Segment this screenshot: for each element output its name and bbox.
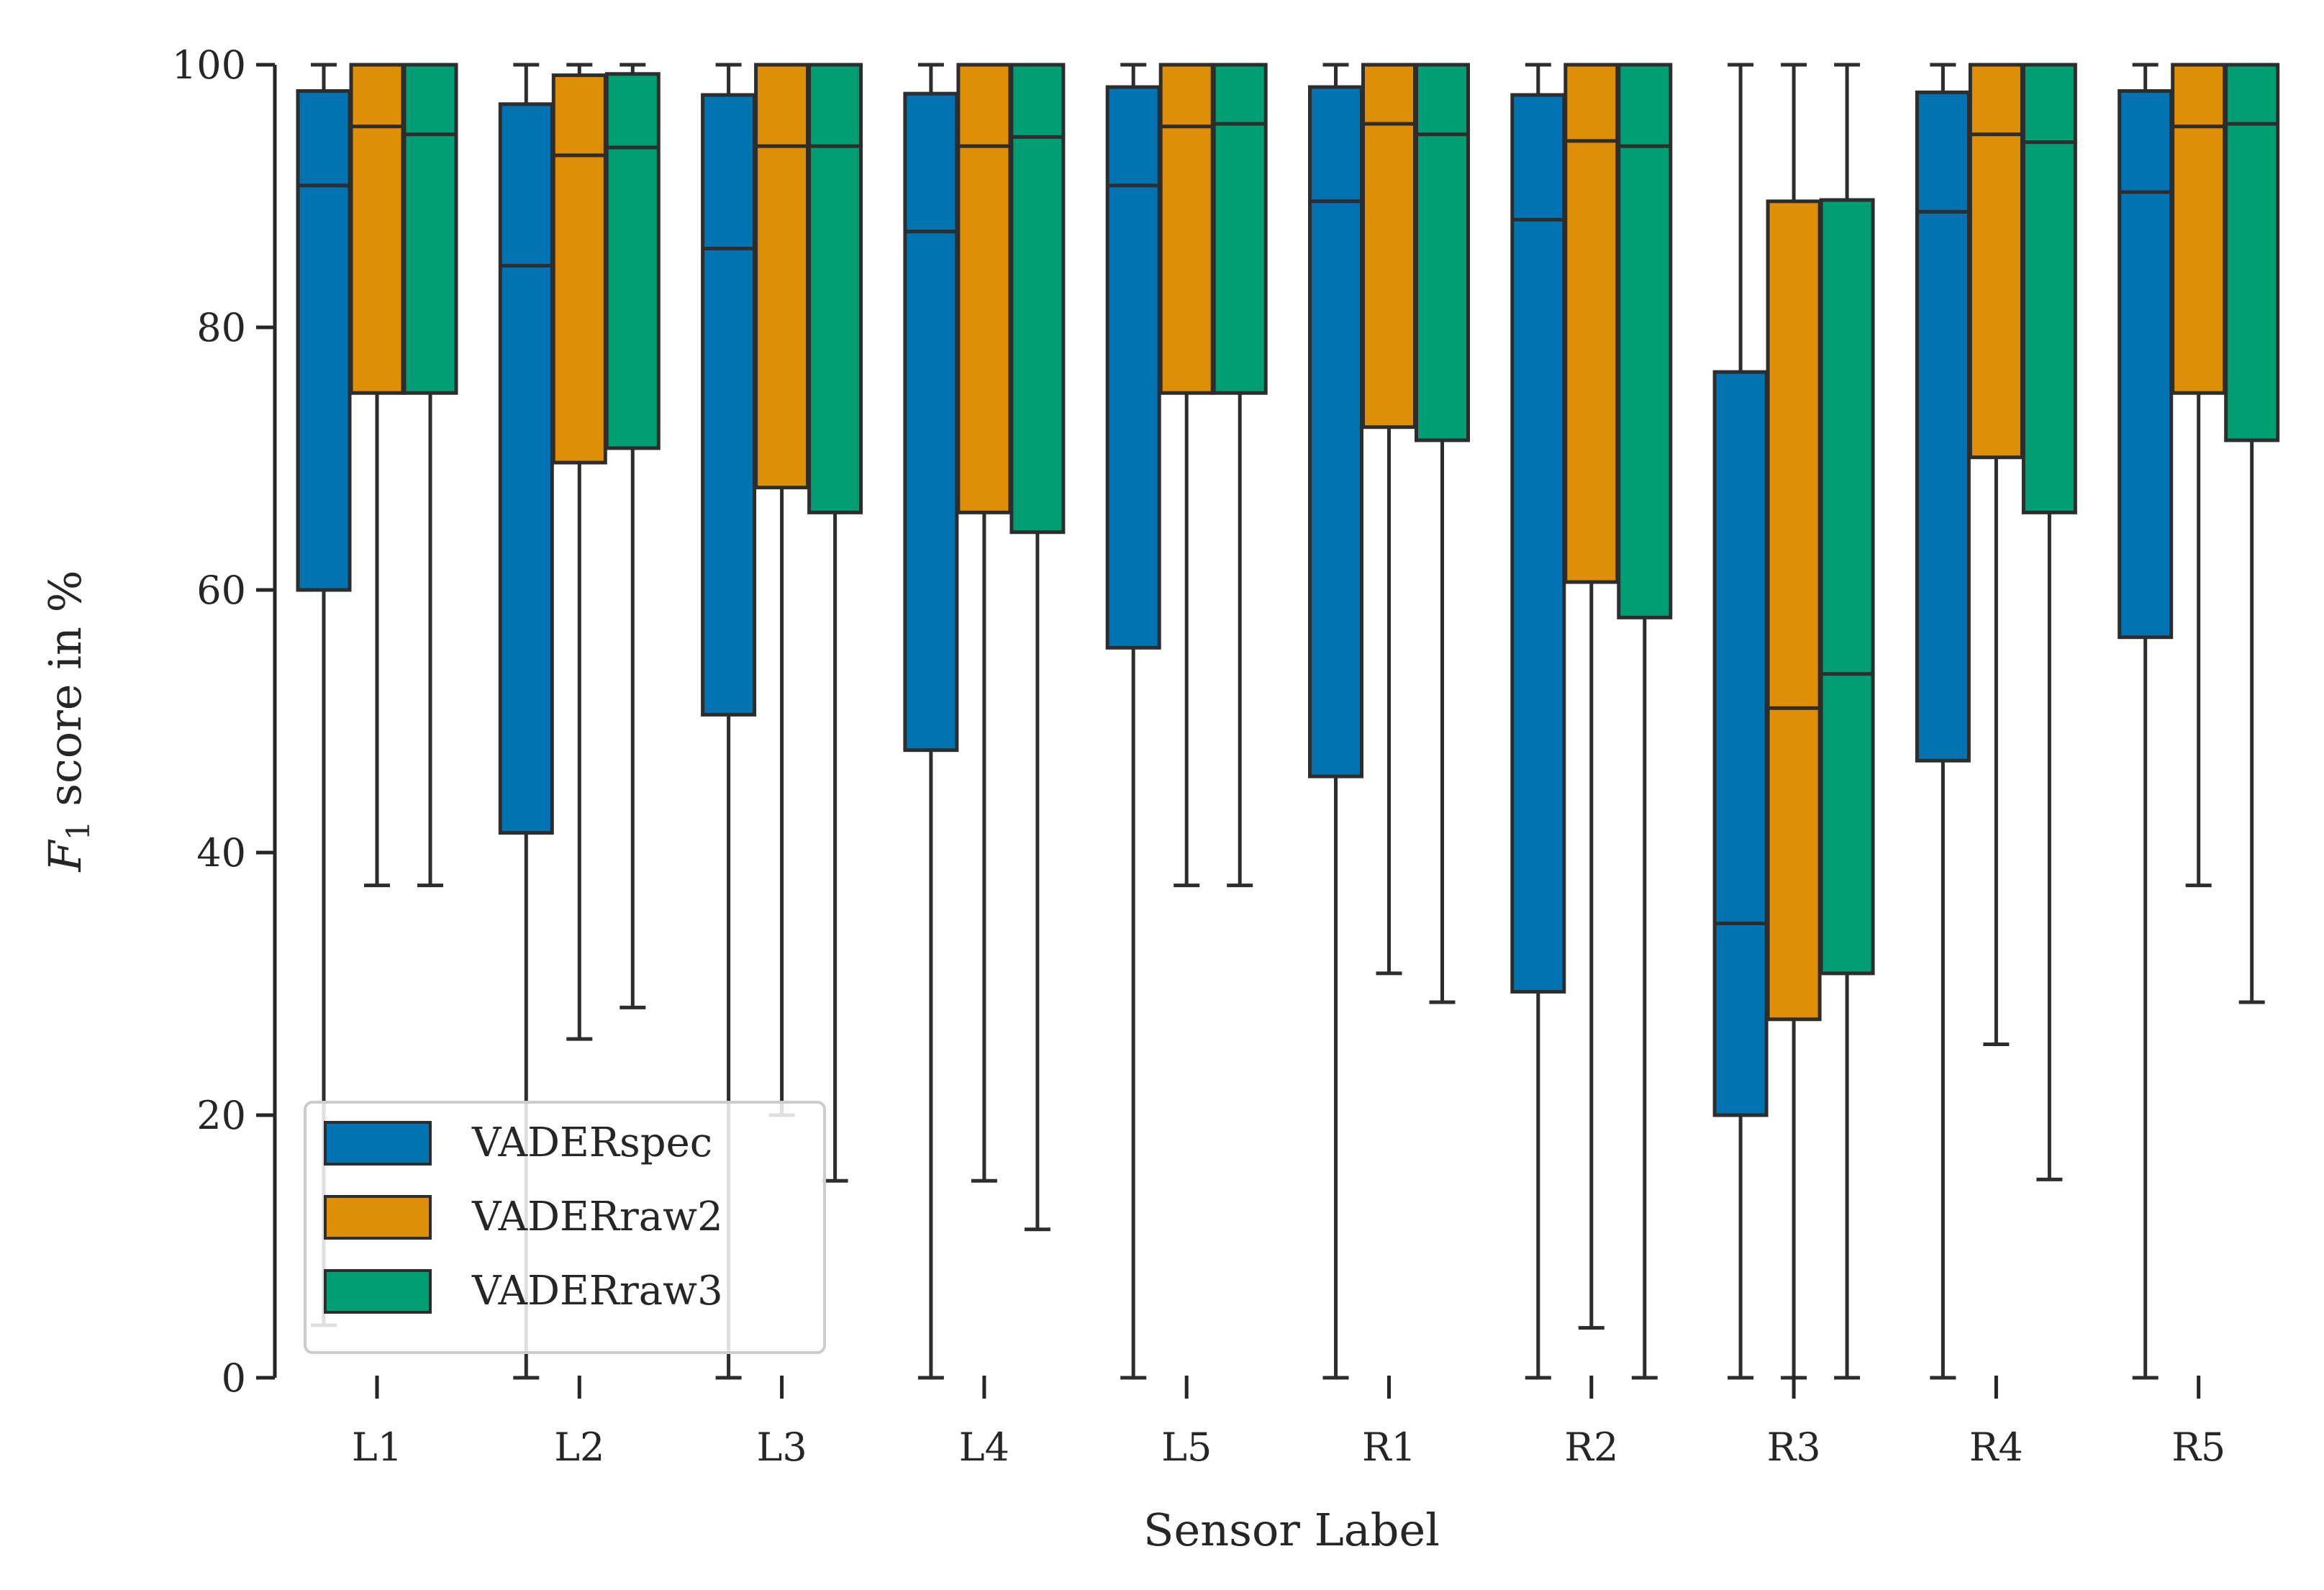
x-tick-label: R3: [1767, 1425, 1821, 1470]
legend-label-VADERraw2: VADERraw2: [471, 1194, 723, 1240]
y-axis-title-subscript: 1: [60, 820, 97, 840]
box-VADERraw3-R1: [1415, 63, 1470, 1004]
y-tick-label: 20: [196, 1093, 246, 1138]
box-VADERraw3-R5: [2224, 63, 2280, 1004]
box-VADERraw2-R2: [1563, 63, 1620, 1330]
iqr-box: [1766, 199, 1822, 1022]
box-VADERspec-L5: [1105, 63, 1161, 1380]
y-axis-title: F1 score in %: [39, 570, 97, 872]
x-tick-label: R5: [2171, 1425, 2225, 1470]
y-tick-label: 60: [196, 568, 246, 613]
y-tick-label: 100: [172, 42, 246, 88]
box-VADERraw2-L1: [349, 63, 405, 888]
legend-label-VADERraw3: VADERraw3: [471, 1268, 723, 1314]
boxes-layer: [296, 63, 2280, 1380]
iqr-box: [498, 102, 554, 835]
y-axis: 0 20 40 60 80 100: [172, 42, 277, 1401]
legend-frame: [304, 1101, 826, 1354]
box-VADERraw3-L5: [1212, 63, 1268, 888]
x-tick-label: L4: [959, 1425, 1009, 1470]
iqr-box: [807, 63, 863, 514]
iqr-box: [402, 63, 458, 395]
box-VADERraw2-R1: [1361, 63, 1417, 976]
box-VADERspec-R4: [1915, 63, 1971, 1380]
y-tick-label: 80: [196, 305, 246, 350]
iqr-box: [1617, 63, 1673, 619]
iqr-box: [956, 63, 1012, 514]
y-axis-title-rest: score in %: [39, 570, 91, 820]
box-VADERraw2-R5: [2171, 63, 2227, 888]
y-tick-label: 0: [222, 1355, 246, 1401]
legend-label-VADERspec: VADERspec: [471, 1119, 712, 1166]
x-tick-label: R2: [1564, 1425, 1618, 1470]
box-VADERspec-R3: [1712, 63, 1769, 1380]
legend-swatch-VADERraw3: [324, 1269, 432, 1314]
box-VADERraw3-L2: [604, 63, 661, 1009]
y-ticks: 0 20 40 60 80 100: [172, 42, 275, 1401]
iqr-box: [1361, 63, 1417, 430]
y-axis-title-f: F: [39, 840, 91, 873]
x-ticks: L1 L2 L3 L4 L5 R1 R2 R3 R4 R5: [352, 1376, 2225, 1470]
box-VADERspec-L4: [903, 63, 959, 1380]
box-VADERraw3-L4: [1009, 63, 1066, 1232]
iqr-box: [1510, 93, 1566, 994]
box-VADERspec-L1: [296, 63, 352, 1327]
box-VADERraw2-L5: [1158, 63, 1215, 888]
iqr-box: [1915, 90, 1971, 763]
legend-items: VADERspec VADERraw2 VADERraw3: [324, 1119, 723, 1314]
box-VADERraw3-R4: [2021, 63, 2077, 1181]
iqr-box: [1415, 63, 1470, 442]
legend-swatch-VADERspec: [324, 1121, 432, 1166]
box-VADERraw3-R2: [1617, 63, 1673, 1380]
x-tick-label: R1: [1362, 1425, 1416, 1470]
box-VADERraw2-L2: [551, 63, 607, 1041]
iqr-box: [1968, 63, 2024, 460]
iqr-box: [1212, 63, 1268, 395]
iqr-box: [903, 91, 959, 753]
box-VADERraw3-L3: [807, 63, 863, 1183]
box-VADERraw2-L4: [956, 63, 1012, 1183]
x-tick-label: L1: [352, 1425, 402, 1470]
iqr-box: [551, 73, 607, 465]
box-VADERraw2-R4: [1968, 63, 2024, 1046]
box-VADERspec-R2: [1510, 63, 1566, 1380]
box-VADERspec-R1: [1308, 63, 1363, 1380]
box-VADERraw2-R3: [1766, 63, 1822, 1380]
box-VADERraw3-R3: [1819, 63, 1875, 1380]
iqr-box: [2118, 89, 2174, 640]
iqr-box: [2171, 63, 2227, 395]
iqr-box: [1308, 85, 1363, 778]
iqr-box: [754, 63, 810, 490]
iqr-box: [1819, 198, 1875, 976]
iqr-box: [604, 72, 661, 450]
iqr-box: [701, 93, 757, 717]
x-tick-label: L3: [756, 1425, 807, 1470]
legend-swatch-VADERraw2: [324, 1195, 432, 1240]
x-axis-title: Sensor Label: [1143, 1504, 1440, 1556]
x-tick-label: R4: [1969, 1425, 2023, 1470]
iqr-box: [2021, 63, 2077, 514]
legend: VADERspec VADERraw2 VADERraw3: [304, 1101, 826, 1354]
iqr-box: [1712, 370, 1769, 1117]
iqr-box: [1009, 63, 1066, 535]
y-tick-label: 40: [196, 830, 246, 876]
iqr-box: [1563, 63, 1620, 584]
box-VADERspec-R5: [2118, 63, 2174, 1380]
box-VADERraw2-L3: [754, 63, 810, 1117]
x-tick-label: L2: [554, 1425, 604, 1470]
iqr-box: [1158, 63, 1215, 395]
box-VADERraw3-L1: [402, 63, 458, 888]
iqr-box: [1105, 85, 1161, 650]
iqr-box: [296, 89, 352, 592]
iqr-box: [349, 63, 405, 395]
iqr-box: [2224, 63, 2280, 442]
x-tick-label: L5: [1161, 1425, 1212, 1470]
